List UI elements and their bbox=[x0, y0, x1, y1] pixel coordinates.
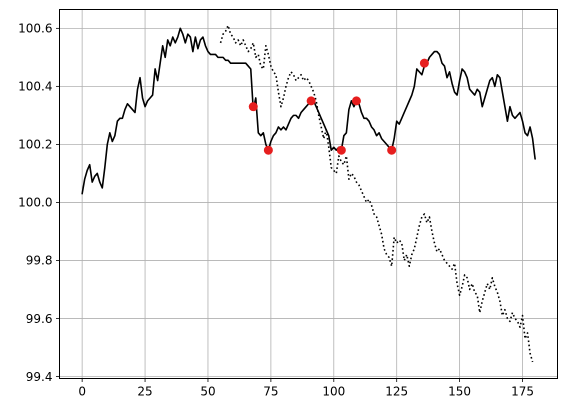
x-tick-label: 100 bbox=[322, 385, 345, 399]
highlight-marker bbox=[248, 102, 258, 112]
y-tick-label: 99.4 bbox=[26, 370, 53, 384]
grid-lines bbox=[59, 9, 558, 379]
axis-ticks: 0 25 50 75 100 125 150 175 99.4 99.6 99.8 100.0 100.… bbox=[18, 22, 534, 399]
y-tick-label: 100.4 bbox=[18, 80, 52, 94]
y-tick-label: 100.6 bbox=[18, 22, 52, 36]
highlight-marker bbox=[263, 145, 273, 155]
x-tick-label: 150 bbox=[448, 385, 471, 399]
highlight-marker bbox=[351, 96, 361, 106]
y-tick-label: 99.6 bbox=[26, 312, 53, 326]
highlight-marker bbox=[387, 145, 397, 155]
highlight-markers bbox=[248, 58, 429, 155]
x-tick-label: 50 bbox=[200, 385, 215, 399]
x-tick-label: 75 bbox=[263, 385, 278, 399]
highlight-marker bbox=[306, 96, 316, 106]
x-tick-label: 175 bbox=[511, 385, 534, 399]
x-tick-label: 0 bbox=[78, 385, 86, 399]
dotted-series-line bbox=[219, 24, 534, 363]
highlight-marker bbox=[419, 58, 429, 68]
highlight-marker bbox=[336, 145, 346, 155]
x-tick-label: 25 bbox=[137, 385, 152, 399]
y-tick-label: 100.2 bbox=[18, 138, 52, 152]
y-tick-label: 99.8 bbox=[26, 254, 53, 268]
y-tick-label: 100.0 bbox=[18, 196, 52, 210]
plot-area-frame bbox=[59, 9, 558, 379]
x-tick-label: 125 bbox=[385, 385, 408, 399]
